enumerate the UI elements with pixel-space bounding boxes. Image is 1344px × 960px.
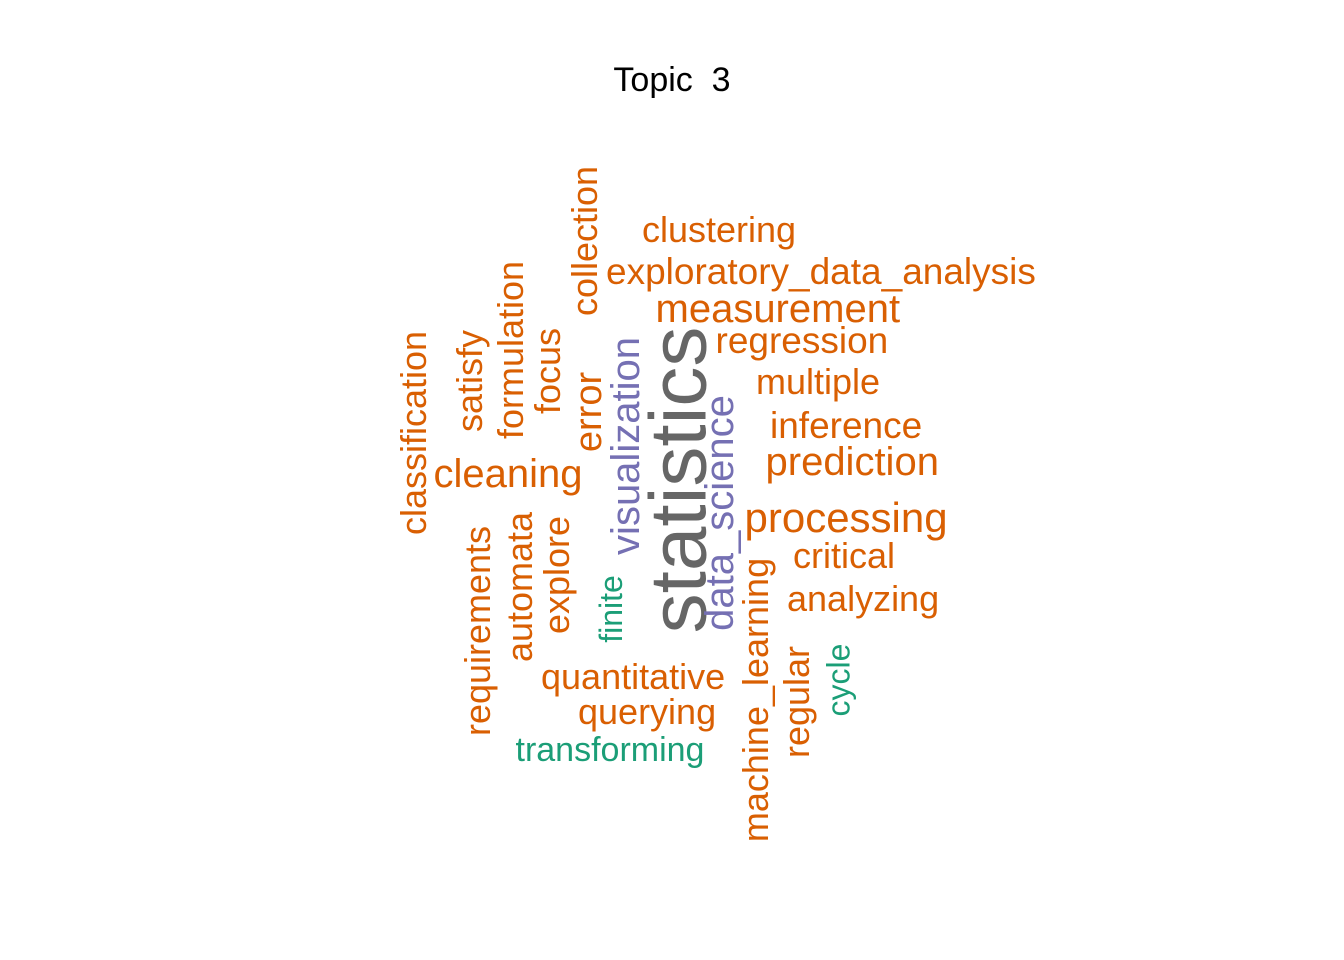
word-multiple: multiple	[756, 361, 881, 402]
word-quantitative: quantitative	[541, 656, 726, 697]
word-cleaning: cleaning	[433, 452, 583, 496]
word-collection: collection	[564, 165, 606, 317]
word-error: error	[568, 371, 611, 453]
word-analyzing: analyzing	[787, 578, 940, 619]
word-cycle: cycle	[819, 643, 856, 717]
word-regular: regular	[776, 645, 818, 759]
word-machine-learning: machine_learning	[735, 557, 777, 843]
word-querying: querying	[578, 691, 717, 732]
word-processing: processing	[744, 494, 948, 541]
word-satisfy: satisfy	[449, 329, 491, 433]
word-explore: explore	[536, 515, 578, 635]
word-visualization: visualization	[603, 337, 648, 555]
word-focus: focus	[527, 327, 569, 415]
word-finite: finite	[592, 575, 629, 643]
word-data-science: data_science	[697, 395, 742, 631]
word-inference: inference	[770, 404, 923, 446]
word-formulation: formulation	[490, 260, 532, 440]
word-requirements: requirements	[457, 525, 499, 737]
word-clustering: clustering	[642, 209, 797, 250]
word-critical: critical	[793, 535, 896, 576]
word-classification: classification	[393, 330, 435, 536]
word-transforming: transforming	[515, 731, 705, 769]
word-regression: regression	[715, 319, 889, 361]
word-prediction: prediction	[765, 440, 939, 484]
word-automata: automata	[499, 511, 541, 663]
plot-title: Topic 3	[613, 61, 731, 99]
word-exploratory-data-analysis: exploratory_data_analysis	[606, 250, 1036, 292]
word-measurement: measurement	[655, 287, 901, 331]
